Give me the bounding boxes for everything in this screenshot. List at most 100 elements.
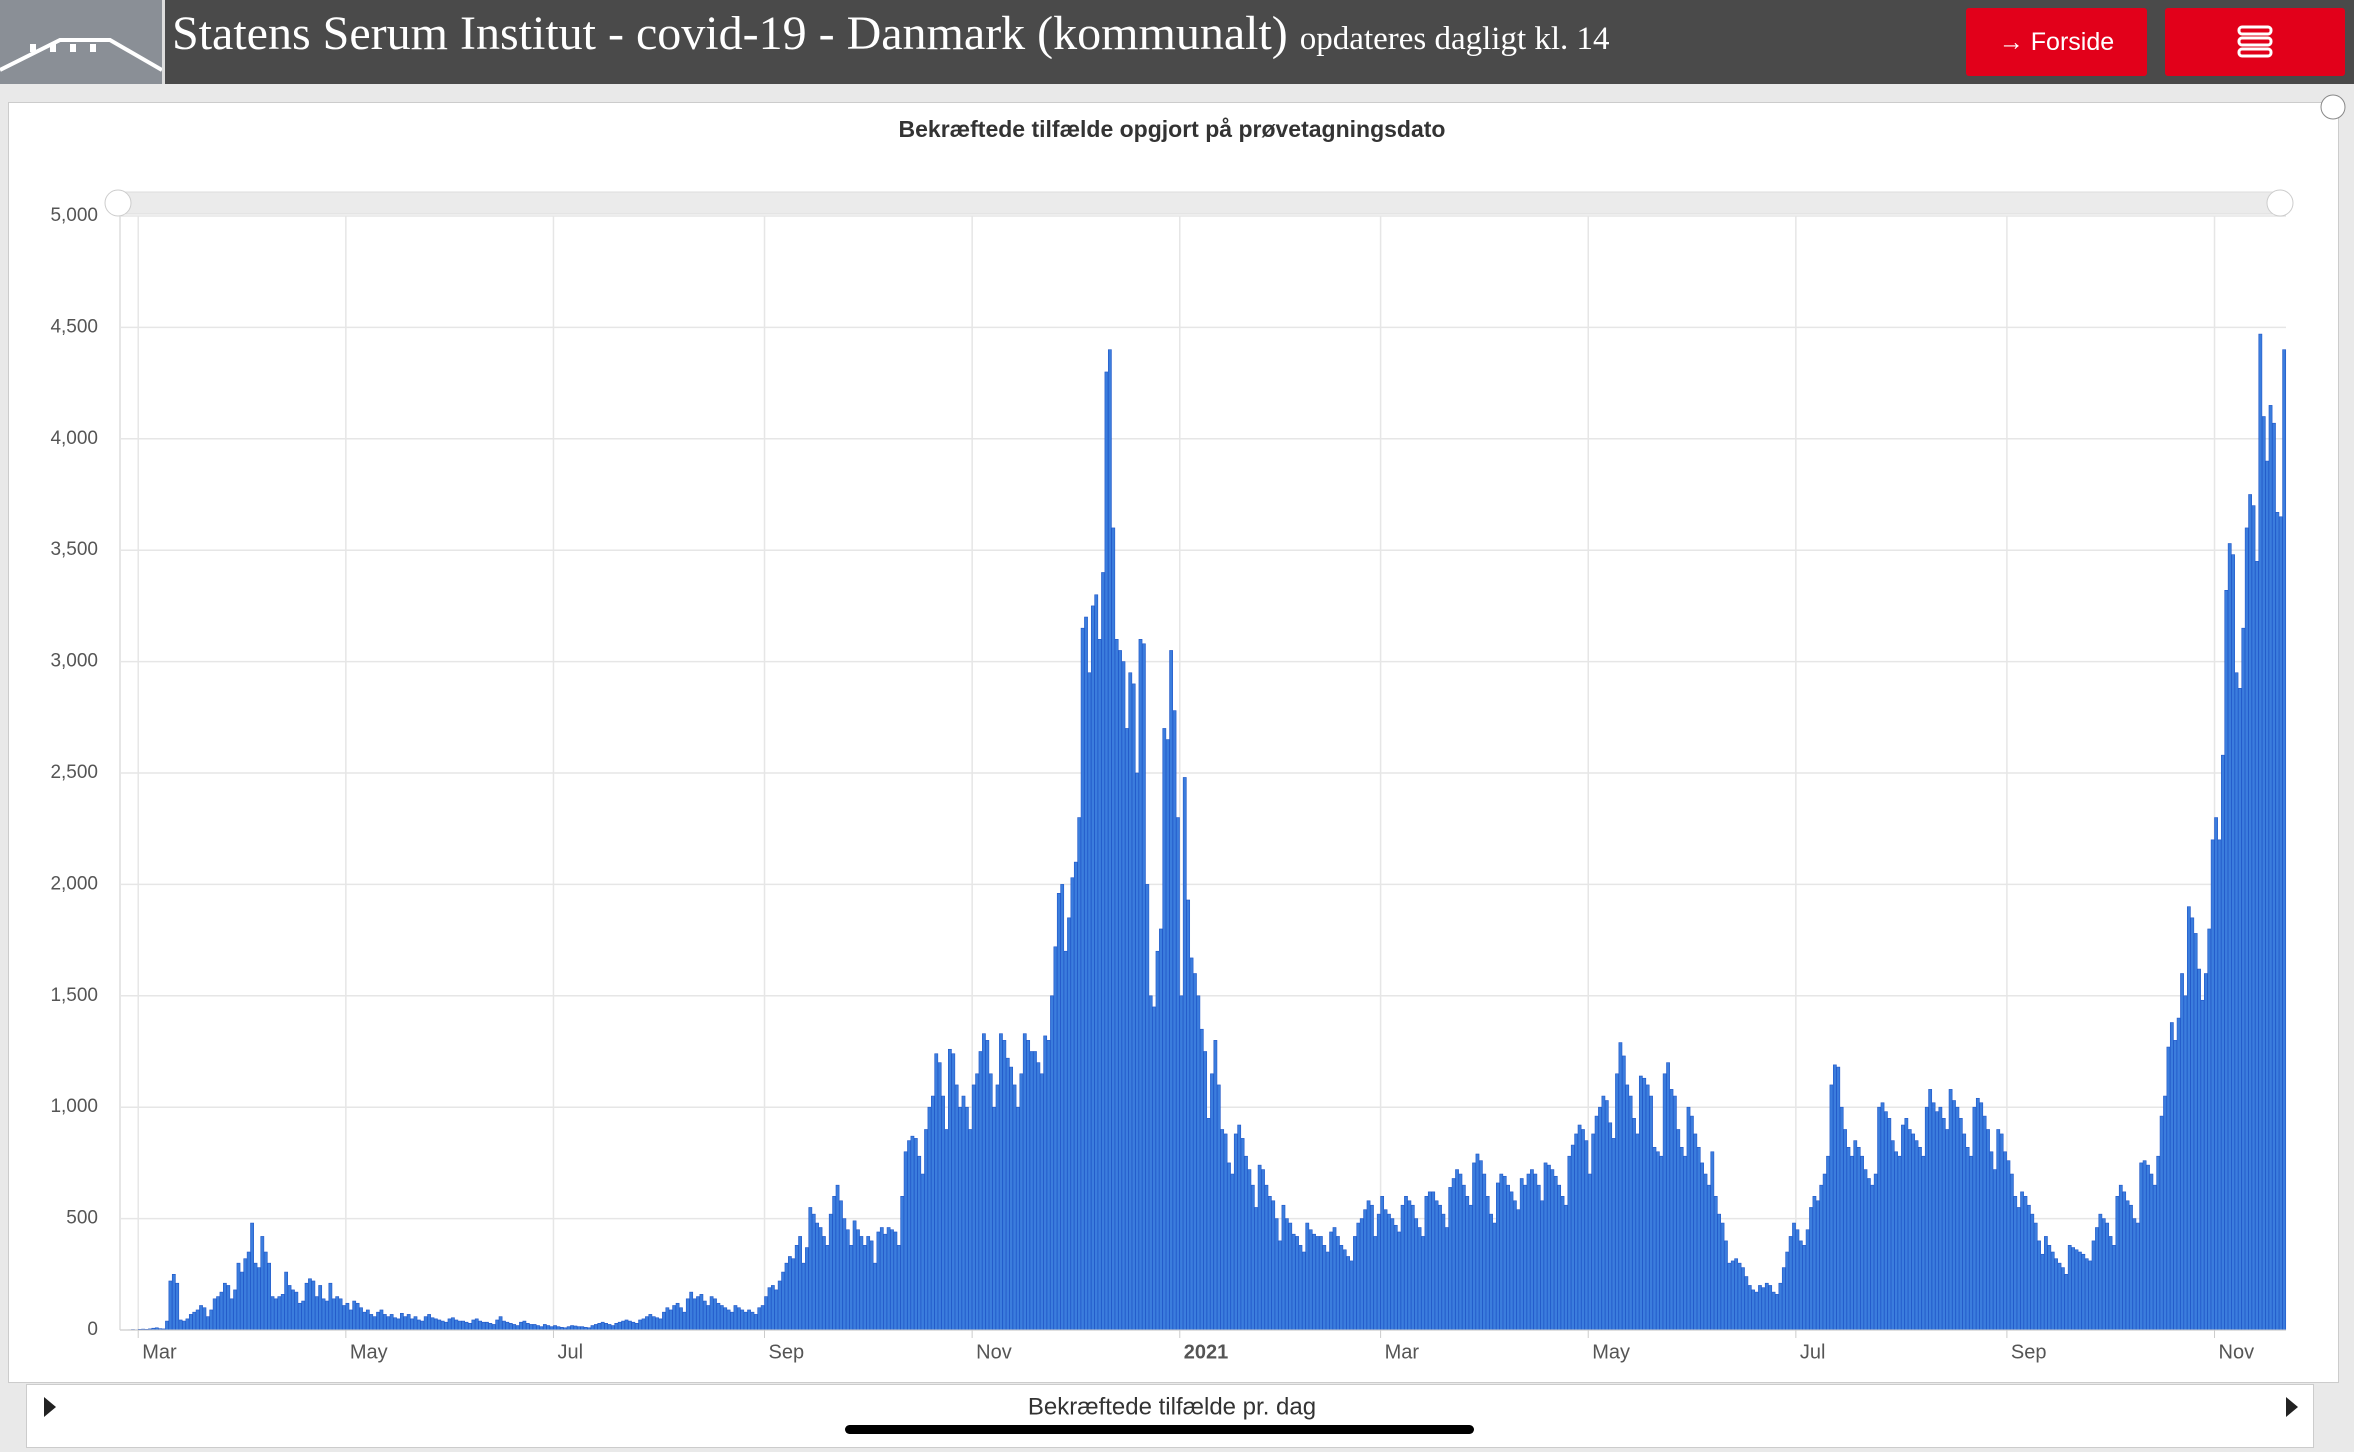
bar: [1431, 1191, 1436, 1331]
logo-icon: [0, 38, 163, 72]
bar: [648, 1314, 653, 1331]
bar: [2146, 1164, 2150, 1331]
bar: [532, 1324, 537, 1331]
bar: [2210, 839, 2215, 1331]
bar: [246, 1251, 251, 1331]
bar: [607, 1324, 612, 1331]
bar: [2193, 933, 2198, 1331]
bar: [767, 1287, 772, 1331]
bar: [651, 1316, 656, 1331]
bar: [815, 1222, 819, 1331]
bar: [1897, 1155, 1902, 1331]
bar: [1407, 1200, 1412, 1331]
bar: [1067, 917, 1071, 1331]
bar: [1737, 1262, 1742, 1331]
close-icon[interactable]: [2320, 94, 2346, 120]
bar: [1244, 1155, 1248, 1331]
bar: [2023, 1196, 2028, 1331]
bar: [1581, 1129, 1585, 1331]
bar: [1434, 1200, 1439, 1331]
bar: [740, 1309, 745, 1331]
bar: [515, 1325, 520, 1331]
bar: [668, 1309, 673, 1331]
bar: [1346, 1256, 1350, 1331]
slider-handle[interactable]: [2266, 189, 2294, 217]
y-tick-label: 4,500: [50, 316, 98, 337]
bar: [430, 1317, 435, 1331]
scroll-right[interactable]: [2286, 1397, 2298, 1417]
y-tick-label: 0: [87, 1319, 98, 1340]
bar: [185, 1318, 190, 1331]
bar: [665, 1307, 670, 1331]
bar: [948, 1048, 952, 1331]
bar: [1741, 1267, 1745, 1331]
bar: [1713, 1196, 1718, 1331]
bar: [982, 1033, 986, 1331]
bar: [692, 1298, 697, 1331]
bar: [1056, 893, 1061, 1331]
bar: [753, 1314, 758, 1331]
bar: [1747, 1285, 1752, 1331]
bar: [1884, 1111, 1888, 1331]
bar: [696, 1296, 700, 1331]
bar: [2176, 1017, 2181, 1331]
bar: [2135, 1222, 2140, 1331]
bar: [999, 1033, 1003, 1331]
bar: [1962, 1133, 1967, 1331]
bar: [1669, 1089, 1674, 1331]
bar: [1206, 1118, 1211, 1331]
logo[interactable]: [0, 0, 165, 84]
bar: [1795, 1229, 1800, 1331]
bar: [1638, 1075, 1643, 1331]
bar: [1601, 1095, 1606, 1331]
bar: [1359, 1218, 1364, 1331]
bar: [488, 1323, 493, 1331]
bar: [474, 1318, 479, 1331]
bar: [444, 1321, 448, 1331]
bar: [427, 1314, 431, 1331]
bar: [447, 1318, 452, 1331]
bar: [2197, 968, 2201, 1331]
bar: [2186, 906, 2191, 1331]
bar: [2204, 973, 2208, 1331]
bar: [491, 1324, 496, 1331]
bar: [1717, 1213, 1721, 1331]
bar: [2122, 1191, 2127, 1331]
bar: [713, 1298, 717, 1331]
bar: [1645, 1084, 1650, 1331]
bar: [1254, 1207, 1259, 1331]
bar: [2142, 1160, 2147, 1331]
bar: [1203, 1051, 1208, 1331]
bar: [930, 1095, 935, 1331]
bar: [1625, 1084, 1630, 1331]
bar: [1720, 1222, 1725, 1331]
bar: [1822, 1173, 1827, 1331]
bar: [764, 1296, 768, 1331]
range-slider[interactable]: [115, 191, 2287, 215]
title: Statens Serum Institut - covid-19 - Danm…: [172, 7, 1288, 60]
bar: [382, 1314, 387, 1331]
bar: [2238, 688, 2242, 1331]
slider-handle[interactable]: [104, 189, 132, 217]
bar: [920, 1173, 925, 1331]
bar: [1376, 1213, 1381, 1331]
forside-button[interactable]: → Forside: [1966, 8, 2147, 76]
menu-button[interactable]: [2165, 8, 2345, 76]
bar: [954, 1084, 959, 1331]
bar: [2278, 516, 2283, 1331]
bar: [893, 1231, 898, 1331]
bar: [417, 1319, 421, 1331]
bar: [2061, 1267, 2065, 1331]
bar: [1693, 1133, 1698, 1331]
scroll-left[interactable]: [44, 1397, 56, 1417]
bar: [1485, 1196, 1490, 1331]
bar: [968, 1129, 973, 1331]
bar: [604, 1323, 608, 1331]
bar: [580, 1326, 585, 1331]
bar: [1281, 1204, 1286, 1331]
bar: [1802, 1245, 1807, 1331]
bar: [1785, 1251, 1790, 1331]
menu-icon: [2237, 25, 2273, 58]
bar: [1958, 1118, 1963, 1331]
